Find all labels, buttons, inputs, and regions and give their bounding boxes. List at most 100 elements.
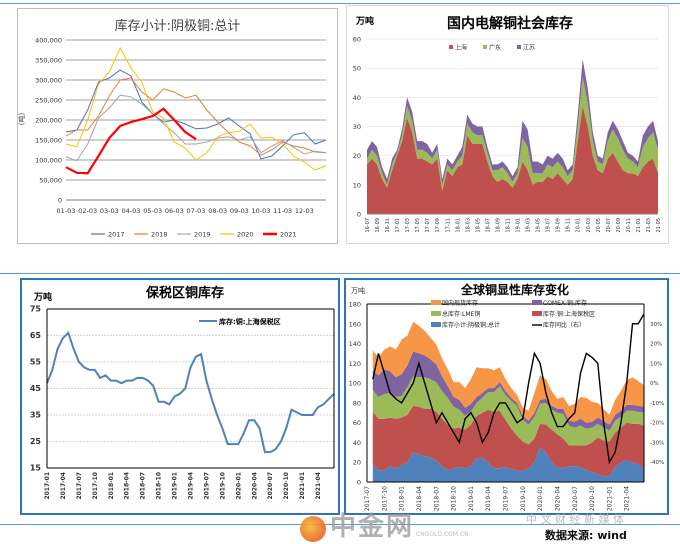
- x-tick-label: 2021-01: [606, 486, 613, 511]
- x-tick-label: 11-03: [273, 207, 292, 215]
- y-tick-label: 60: [353, 419, 361, 427]
- chart3-title: 保税区铜库存: [145, 286, 224, 301]
- x-tick-label: 2020-04: [554, 486, 561, 511]
- x-tick-label: 2019-01: [172, 472, 179, 500]
- chart1-ylabel: (吨): [18, 112, 27, 126]
- watermark-logo: [300, 516, 326, 542]
- x-tick-label: 20-09: [616, 218, 622, 233]
- x-tick-label: 16-09: [375, 218, 381, 233]
- x-tick-label: 2018-04: [124, 472, 131, 500]
- x-tick-label: 2018-01: [108, 472, 115, 500]
- x-tick-label: 17-03: [405, 218, 411, 233]
- legend-label: 2018: [151, 231, 168, 239]
- x-tick-label: 2020-07: [572, 486, 579, 511]
- x-tick-label: 2019-01: [468, 486, 475, 511]
- y-tick-label: 150,000: [35, 137, 62, 145]
- area-广东: [367, 76, 658, 191]
- x-tick-label: 18-09: [495, 218, 501, 233]
- chart4-title: 全球铜显性库存变化: [460, 283, 569, 297]
- legend-label: 总库存:LME铜: [442, 310, 480, 318]
- x-tick-label: 01-03: [57, 207, 76, 215]
- x-tick-label: 07-03: [187, 207, 206, 215]
- x-tick-label: 2018-07: [433, 486, 440, 511]
- x-tick-label: 20-05: [596, 218, 602, 233]
- x-tick-label: 12-03: [295, 207, 314, 215]
- line-yoy: [372, 313, 645, 465]
- x-tick-label: 2020-10: [283, 472, 290, 500]
- chart3-frame: [20, 278, 340, 515]
- y-tick-label: 160: [349, 320, 361, 328]
- y-tick-label: 0: [58, 197, 62, 205]
- x-tick-label: 19-09: [556, 218, 562, 233]
- x-tick-label: 2017-07: [364, 486, 371, 511]
- x-tick-label: 09-03: [230, 207, 249, 215]
- x-tick-label: 21-01: [636, 218, 642, 233]
- x-tick-label: 2019-07: [203, 472, 210, 500]
- x-tick-label: 08-03: [208, 207, 227, 215]
- x-tick-label: 05-03: [143, 207, 162, 215]
- y-tick-label: 30: [353, 123, 361, 131]
- legend-label: 国内现货库存: [442, 299, 478, 307]
- x-tick-label: 2020-01: [537, 486, 544, 511]
- watermark-url: CNGOLD.COM.CN: [416, 531, 469, 538]
- x-tick-label: 2021-04: [315, 472, 322, 500]
- legend-swatch: [431, 300, 441, 305]
- x-tick-label: 18-07: [485, 218, 491, 233]
- legend-label: 库存小计:阴极铜:总计: [442, 321, 500, 329]
- x-tick-label: 19-01: [516, 218, 522, 233]
- x-tick-label: 21-03: [646, 218, 652, 233]
- chart1-title: 库存小计:阴极铜:总计: [114, 19, 241, 34]
- x-tick-label: 2019-10: [520, 486, 527, 511]
- y-tick-label: 100: [349, 380, 361, 388]
- y-tick-label: 140: [349, 340, 361, 348]
- x-tick-label: 2020-04: [251, 472, 258, 500]
- y2-tick-label: -10%: [650, 401, 664, 407]
- x-tick-label: 18-11: [505, 218, 511, 233]
- legend-swatch: [431, 322, 441, 327]
- legend-label: 2017: [108, 231, 125, 239]
- x-tick-label: 2018-07: [140, 472, 147, 500]
- x-tick-label: 17-01: [395, 218, 401, 233]
- line-2021: [65, 107, 197, 175]
- x-tick-label: 10-03: [252, 207, 271, 215]
- y-tick-label: 50,000: [39, 177, 62, 185]
- x-tick-label: 19-03: [526, 218, 532, 233]
- legend-swatch: [532, 311, 542, 316]
- x-tick-label: 2020-10: [589, 486, 596, 511]
- x-tick-label: 06-03: [165, 207, 184, 215]
- y-tick-label: 400,000: [35, 37, 62, 45]
- area-上海: [367, 106, 658, 214]
- line-2020: [65, 46, 327, 171]
- legend-swatch: [483, 45, 487, 49]
- legend-swatch: [449, 45, 453, 49]
- y-tick-label: 35: [30, 411, 42, 420]
- y-tick-label: 45: [30, 384, 42, 393]
- x-tick-label: 2018-01: [399, 486, 406, 511]
- y-tick-label: 180: [349, 301, 361, 309]
- legend-swatch: [431, 311, 441, 316]
- chart4-frame: [344, 278, 669, 515]
- y-tick-label: 40: [353, 439, 361, 447]
- x-tick-label: 16-11: [385, 218, 391, 233]
- x-tick-label: 18-01: [455, 218, 461, 233]
- data-source: 数据来源: wind: [545, 529, 627, 542]
- x-tick-label: 2018-10: [156, 472, 163, 500]
- y-tick-label: 20: [353, 459, 361, 467]
- y-tick-label: 200,000: [35, 117, 62, 125]
- legend-label: 上海: [455, 44, 467, 52]
- middle-divider: [0, 273, 680, 274]
- x-tick-label: 20-01: [576, 218, 582, 233]
- x-tick-label: 2020-07: [267, 472, 274, 500]
- x-tick-label: 2017-10: [92, 472, 99, 500]
- y-tick-label: 300,000: [35, 77, 62, 85]
- line-2017: [65, 69, 327, 160]
- area-总库存:LME铜: [372, 376, 644, 446]
- y-tick-label: 120: [349, 360, 361, 368]
- line-2019: [65, 94, 327, 162]
- x-tick-label: 20-11: [626, 218, 632, 233]
- legend-swatch: [517, 45, 521, 49]
- x-tick-label: 21-05: [656, 218, 662, 233]
- y2-tick-label: -40%: [650, 460, 664, 466]
- y-tick-label: 350,000: [35, 57, 62, 65]
